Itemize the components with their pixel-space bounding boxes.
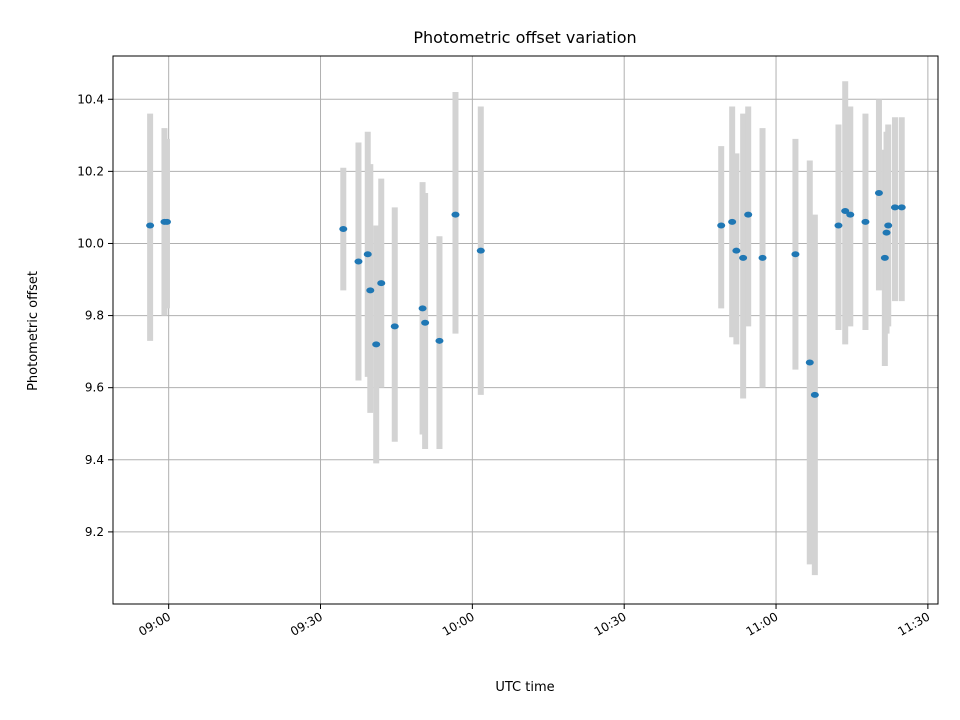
data-point (354, 258, 363, 265)
data-point (884, 222, 893, 229)
y-tick-label: 10.0 (77, 236, 104, 250)
data-point (418, 305, 427, 312)
data-point (476, 247, 485, 254)
data-point (372, 341, 381, 348)
data-point (339, 226, 348, 233)
data-point (363, 251, 372, 258)
data-point (834, 222, 843, 229)
data-point (717, 222, 726, 229)
data-point (146, 222, 155, 229)
data-point (732, 247, 741, 254)
y-axis-ticks: 9.2 9.4 9.6 9.8 10.0 10.2 10.4 (77, 92, 113, 539)
data-point (882, 229, 891, 236)
data-point (366, 287, 375, 294)
y-tick-label: 9.8 (85, 309, 104, 323)
data-point (744, 211, 753, 218)
data-point (890, 204, 899, 211)
data-point (861, 218, 870, 225)
data-markers (146, 190, 906, 398)
data-point (728, 218, 737, 225)
data-point (880, 254, 889, 261)
data-point (874, 190, 883, 196)
data-point (758, 254, 767, 261)
y-tick-label: 10.2 (77, 164, 104, 178)
y-tick-label: 10.4 (77, 92, 104, 106)
data-point (810, 391, 819, 398)
data-point (846, 211, 855, 218)
chart-title: Photometric offset variation (413, 28, 636, 47)
y-tick-label: 9.4 (85, 453, 104, 467)
data-point (897, 204, 906, 211)
data-point (377, 280, 386, 287)
plot-frame (112, 55, 939, 605)
data-point (841, 208, 850, 215)
data-point (805, 359, 814, 366)
data-point (791, 251, 800, 258)
y-tick-label: 9.2 (85, 525, 104, 539)
data-point (421, 319, 430, 326)
x-axis-label: UTC time (495, 680, 554, 695)
data-point (451, 211, 460, 218)
grid (113, 56, 938, 604)
data-point (390, 323, 399, 330)
y-axis-label: Photometric offset (26, 271, 41, 391)
data-point (162, 218, 171, 225)
y-tick-label: 9.6 (85, 381, 104, 395)
data-point (435, 337, 444, 344)
data-point (739, 254, 748, 261)
